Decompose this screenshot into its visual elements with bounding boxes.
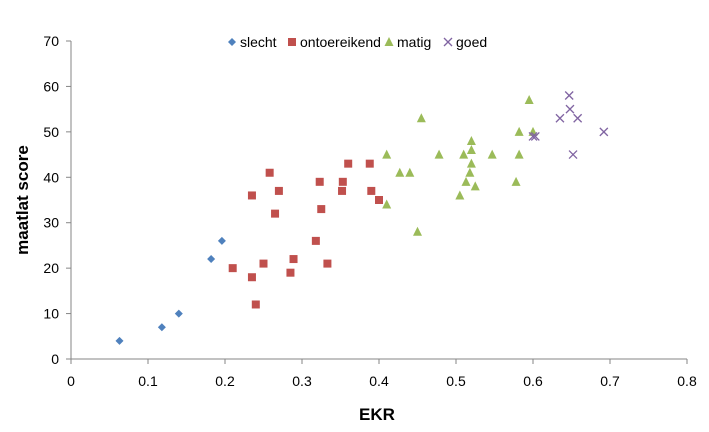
x-tick-label: 0.5: [446, 373, 466, 389]
point-ontoereikend: [344, 159, 353, 168]
x-tick-label: 0: [67, 373, 75, 389]
y-tick-label: 30: [43, 215, 59, 231]
point-ontoereikend: [323, 259, 332, 268]
x-tick-label: 0.4: [369, 373, 389, 389]
y-tick-label: 70: [43, 33, 59, 49]
point-matig: [395, 167, 405, 177]
point-ontoereikend: [365, 159, 374, 168]
point-goed: [528, 131, 538, 141]
y-tick-labels: 0 10 20 30 40 50 60 70: [43, 33, 59, 367]
point-ontoereikend: [247, 191, 256, 200]
point-ontoereikend: [338, 177, 347, 186]
legend-label-goed: goed: [456, 34, 487, 50]
point-matig: [466, 145, 476, 155]
point-goed: [565, 104, 575, 114]
y-tick-label: 50: [43, 124, 59, 140]
point-ontoereikend: [274, 186, 283, 195]
y-tick-label: 20: [43, 260, 59, 276]
y-tick-label: 60: [43, 78, 59, 94]
legend-label-ontoereikend: ontoereikend: [300, 34, 381, 50]
legend-marker-matig: [384, 37, 394, 46]
point-matig: [465, 167, 475, 177]
legend-marker-slecht: [228, 38, 236, 46]
point-matig: [455, 190, 465, 200]
point-ontoereikend: [251, 300, 260, 309]
axes: [66, 40, 688, 364]
point-matig: [524, 95, 534, 105]
point-matig: [514, 149, 524, 159]
point-goed: [564, 91, 574, 100]
point-matig: [514, 126, 524, 136]
y-tick-label: 10: [43, 306, 59, 322]
point-goed: [568, 150, 578, 160]
point-matig: [434, 149, 444, 159]
legend-marker-goed: [443, 37, 453, 47]
x-tick-label: 0.8: [677, 373, 697, 389]
point-ontoereikend: [311, 236, 320, 245]
x-tick-label: 0.2: [215, 373, 235, 389]
point-matig: [487, 149, 497, 159]
x-tick-label: 0.1: [138, 373, 158, 389]
point-goed: [573, 113, 583, 123]
point-slecht: [207, 255, 216, 264]
x-axis-label: EKR: [359, 405, 395, 424]
legend: slecht ontoereikend matig goed: [228, 34, 487, 50]
point-ontoereikend: [271, 209, 280, 218]
point-ontoereikend: [286, 268, 295, 277]
point-ontoereikend: [338, 186, 347, 195]
point-matig: [461, 176, 471, 186]
point-ontoereikend: [367, 186, 376, 195]
point-matig: [416, 113, 426, 123]
point-ontoereikend: [228, 264, 237, 273]
point-goed: [530, 131, 540, 141]
point-ontoereikend: [265, 168, 274, 177]
point-ontoereikend: [315, 177, 324, 186]
x-tick-label: 0.7: [600, 373, 620, 389]
x-tick-label: 0.3: [292, 373, 312, 389]
point-matig: [405, 167, 415, 177]
legend-label-slecht: slecht: [240, 34, 277, 50]
y-axis-label: maatlat score: [13, 145, 32, 255]
point-matig: [382, 199, 392, 209]
point-slecht: [174, 309, 183, 318]
legend-label-matig: matig: [397, 34, 431, 50]
point-matig: [466, 135, 476, 145]
point-matig: [459, 149, 469, 159]
point-matig: [511, 176, 521, 186]
point-goed: [555, 113, 565, 123]
point-ontoereikend: [375, 196, 383, 204]
data-points: [115, 91, 609, 345]
point-ontoereikend: [259, 259, 268, 268]
point-matig: [382, 149, 392, 159]
point-slecht: [217, 236, 226, 245]
y-tick-label: 40: [43, 169, 59, 185]
x-tick-label: 0.6: [523, 373, 543, 389]
point-slecht: [115, 336, 124, 345]
x-tick-labels: 0 0.1 0.2 0.3 0.4 0.5 0.6 0.7 0.8: [67, 373, 697, 389]
point-matig: [470, 181, 480, 191]
point-ontoereikend: [247, 273, 256, 282]
point-goed: [599, 127, 609, 137]
point-ontoereikend: [317, 205, 326, 214]
y-tick-label: 0: [51, 351, 59, 367]
point-ontoereikend: [289, 255, 298, 264]
legend-marker-ontoereikend: [288, 38, 296, 46]
point-matig: [466, 158, 476, 168]
point-slecht: [157, 323, 166, 332]
point-matig: [413, 226, 422, 236]
